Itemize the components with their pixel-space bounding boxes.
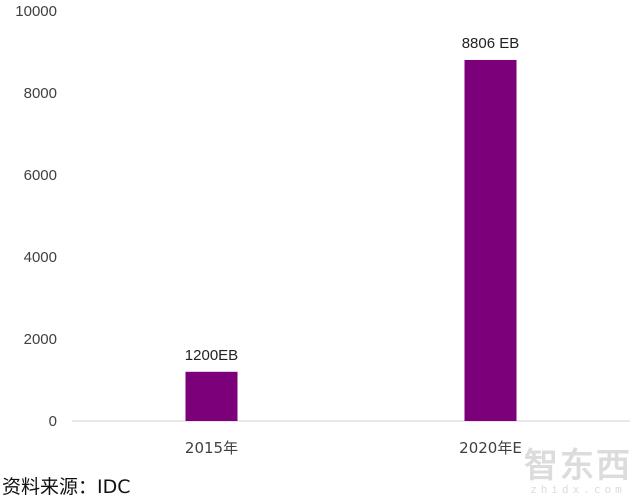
x-tick-label: 2015年 [185,439,238,457]
bars: 1200EB 8806 EB [185,35,519,421]
y-tick-label: 6000 [24,167,57,184]
bar [185,371,238,421]
x-tick-label: 2020年E [459,439,522,457]
watermark-logo: 智东西 zhidx.com [524,448,632,496]
y-tick-label: 8000 [24,85,57,102]
bar-chart: 0 2000 4000 6000 8000 10000 1200EB 8806 EB 201… [15,3,630,457]
x-axis: 2015年 2020年E [185,439,522,457]
source-note: 资料来源：IDC [2,476,131,498]
bar [464,59,517,421]
watermark-logo-text: 智东西 [524,446,632,486]
watermark-url: zhidx.com [530,483,626,496]
y-tick-label: 4000 [24,249,57,266]
data-label: 1200EB [185,347,238,364]
y-tick-label: 2000 [24,331,57,348]
data-label: 8806 EB [462,35,520,52]
y-axis: 0 2000 4000 6000 8000 10000 [15,3,57,430]
y-tick-label: 10000 [15,3,57,20]
y-tick-label: 0 [49,413,57,430]
